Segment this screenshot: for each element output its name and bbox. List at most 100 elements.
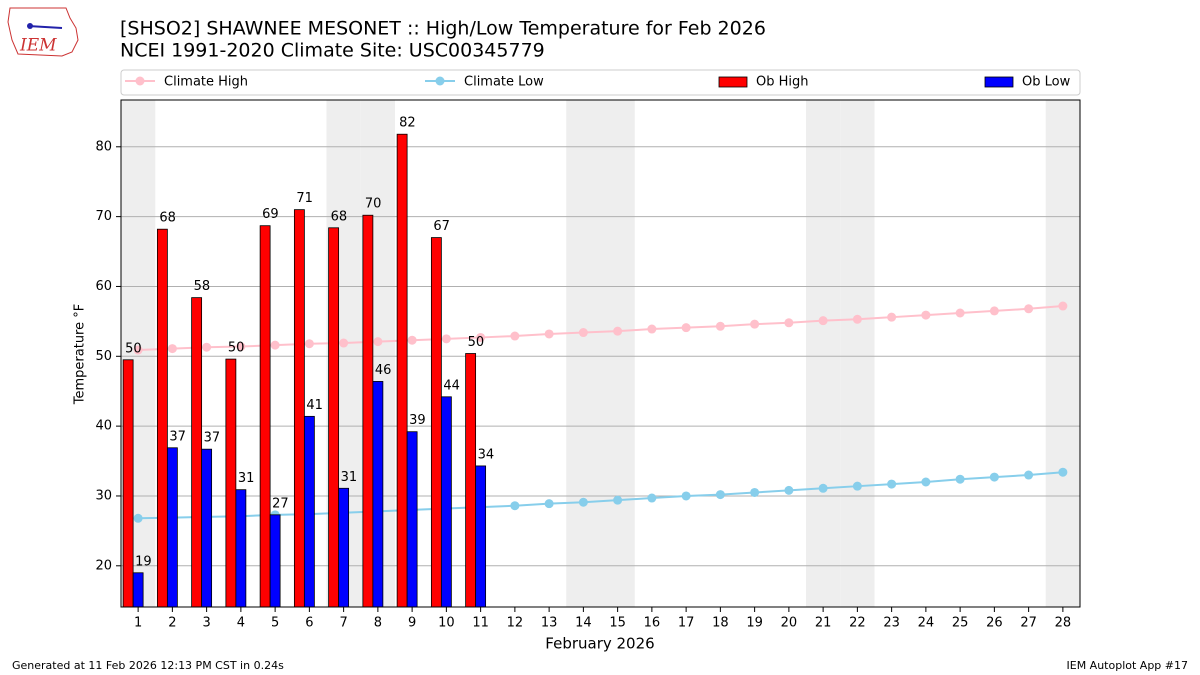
data-label: 34	[478, 447, 495, 462]
point	[989, 472, 999, 482]
data-label: 70	[365, 197, 382, 212]
point	[887, 479, 897, 489]
x-tick-label: 28	[1055, 616, 1072, 631]
logo-dot	[27, 23, 33, 29]
point	[270, 340, 280, 350]
point	[681, 323, 691, 333]
point	[578, 328, 588, 338]
line	[138, 305, 1063, 352]
x-tick-label: 24	[918, 616, 935, 631]
bar	[191, 297, 203, 608]
bar	[293, 209, 305, 608]
y-tick-label: 20	[95, 558, 112, 573]
bar	[122, 359, 134, 608]
x-axis-label: February 2026	[545, 635, 654, 653]
bar	[132, 572, 144, 608]
weekend-shade	[600, 100, 635, 607]
point	[1058, 301, 1068, 311]
point	[1058, 467, 1068, 477]
point	[852, 314, 862, 324]
point	[304, 339, 314, 349]
point	[202, 342, 212, 352]
bar	[465, 353, 477, 608]
y-tick-label: 70	[95, 209, 112, 224]
data-label: 69	[262, 207, 279, 222]
legend-label: Ob High	[756, 75, 809, 90]
point	[784, 318, 794, 328]
x-tick-label: 10	[438, 616, 455, 631]
x-tick-label: 12	[507, 616, 524, 631]
data-label: 41	[306, 398, 323, 413]
point	[578, 497, 588, 507]
data-label: 44	[443, 378, 460, 393]
x-tick-label: 2	[168, 616, 176, 631]
weekend-shade	[566, 100, 601, 607]
point	[407, 335, 417, 345]
x-tick-label: 6	[305, 616, 313, 631]
point	[784, 485, 794, 495]
data-label: 37	[204, 431, 221, 446]
logo: IEM	[7, 7, 79, 57]
bar	[362, 214, 374, 608]
chart-title: [SHSO2] SHAWNEE MESONET :: High/Low Temp…	[120, 18, 766, 40]
x-tick-label: 3	[202, 616, 210, 631]
x-tick-label: 14	[575, 616, 592, 631]
x-tick-label: 11	[472, 616, 489, 631]
point	[921, 477, 931, 487]
x-tick-label: 25	[952, 616, 969, 631]
point	[818, 483, 828, 493]
x-tick-label: 9	[408, 616, 416, 631]
x-tick-label: 7	[339, 616, 347, 631]
data-label: 68	[159, 211, 176, 226]
point	[1024, 470, 1034, 480]
line	[138, 471, 1063, 520]
data-label: 71	[296, 191, 313, 206]
y-tick-label: 80	[95, 139, 112, 154]
point	[955, 308, 965, 318]
legend-marker	[435, 76, 445, 86]
x-tick-label: 4	[237, 616, 245, 631]
x-tick-label: 18	[712, 616, 729, 631]
point	[887, 312, 897, 322]
x-tick-label: 17	[678, 616, 695, 631]
data-label: 27	[272, 496, 289, 511]
x-tick-label: 27	[1020, 616, 1037, 631]
data-label: 39	[409, 413, 426, 428]
point	[681, 491, 691, 501]
x-tick-label: 13	[541, 616, 558, 631]
data-label: 31	[238, 471, 255, 486]
point	[955, 474, 965, 484]
point	[236, 342, 246, 352]
data-label: 37	[169, 429, 186, 444]
point	[133, 513, 143, 523]
point	[1024, 304, 1034, 314]
bar	[166, 447, 178, 608]
x-tick-label: 16	[644, 616, 661, 631]
point	[441, 334, 451, 344]
y-axis-label: Temperature °F	[73, 304, 88, 405]
point	[613, 495, 623, 505]
data-label: 50	[468, 335, 485, 350]
legend-label: Climate High	[164, 75, 248, 90]
weekend-shade	[806, 100, 841, 607]
bar	[303, 415, 315, 608]
legend-label: Ob Low	[1022, 75, 1071, 90]
x-tick-label: 26	[986, 616, 1003, 631]
bar	[235, 489, 247, 608]
x-tick-label: 8	[374, 616, 382, 631]
legend-label: Climate Low	[464, 75, 544, 90]
y-tick-label: 50	[95, 349, 112, 364]
point	[613, 326, 623, 336]
y-tick-label: 30	[95, 488, 112, 503]
x-tick-label: 20	[781, 616, 798, 631]
bar	[430, 237, 442, 608]
point	[476, 332, 486, 342]
data-label: 67	[433, 219, 450, 234]
bar	[338, 487, 350, 608]
data-label: 50	[228, 341, 245, 356]
bar	[406, 431, 418, 608]
point	[715, 321, 725, 331]
legend-swatch	[984, 76, 1014, 88]
bar	[156, 228, 168, 608]
